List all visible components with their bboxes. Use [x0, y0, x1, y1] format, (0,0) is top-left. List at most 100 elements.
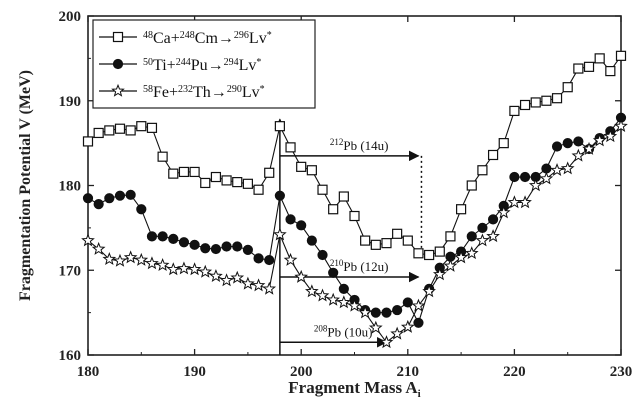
legend-label: 48Ca+248Cm→296Lv* — [143, 30, 272, 48]
data-point — [496, 205, 511, 219]
data-point — [178, 166, 190, 178]
data-point — [136, 204, 147, 215]
legend-label-text: Lv — [239, 57, 257, 74]
data-point — [487, 149, 499, 161]
data-point — [317, 184, 328, 195]
data-point — [114, 123, 126, 134]
data-point — [349, 210, 360, 222]
data-point — [112, 58, 124, 70]
annotation-label-text: Pb (12u) — [343, 259, 388, 274]
data-point — [242, 178, 253, 189]
data-point — [519, 171, 531, 183]
data-point — [306, 235, 317, 246]
data-point — [434, 246, 445, 257]
data-point — [528, 178, 543, 192]
axes: 180 190 200 210 220 230160170180190200Fragmen… — [17, 9, 632, 400]
legend-label-superscript: * — [267, 30, 272, 41]
data-point — [264, 254, 275, 266]
data-point — [296, 161, 307, 172]
data-point — [157, 151, 168, 162]
data-point — [550, 163, 564, 177]
data-point — [178, 237, 190, 248]
data-point — [328, 204, 339, 215]
legend-label-text: Pu→ — [191, 57, 224, 74]
data-point — [445, 231, 456, 242]
data-point — [464, 246, 479, 260]
legend-label-superscript: 248 — [180, 30, 195, 41]
data-point — [432, 267, 447, 281]
annotation-label: 208Pb (10u) — [314, 323, 373, 339]
data-point — [112, 31, 124, 43]
data-point — [486, 229, 500, 243]
data-point — [221, 175, 232, 186]
annotation-label-text: Pb (10u) — [327, 324, 372, 339]
data-point — [168, 233, 179, 244]
data-point — [102, 252, 117, 266]
data-point — [146, 122, 158, 133]
data-point — [443, 258, 458, 272]
y-tick-label: 160 — [59, 348, 82, 364]
data-point — [411, 298, 426, 312]
data-point — [466, 180, 477, 191]
x-tick-label: 230 — [610, 364, 633, 380]
data-point — [392, 228, 403, 239]
data-point — [413, 317, 424, 328]
data-point — [519, 99, 531, 111]
series-1 — [82, 50, 627, 261]
legend-label-superscript: 50 — [143, 57, 153, 68]
data-point — [560, 161, 575, 175]
annotation-label: 212Pb (14u) — [330, 137, 389, 153]
data-point — [507, 195, 522, 209]
data-point — [530, 97, 541, 108]
data-point — [177, 261, 191, 275]
data-point — [605, 65, 616, 77]
data-point — [498, 138, 509, 149]
data-point — [168, 168, 179, 179]
data-point — [81, 233, 95, 247]
data-point — [328, 267, 339, 278]
data-point — [551, 93, 563, 104]
x-tick-label: 220 — [503, 364, 526, 380]
data-point — [562, 138, 573, 149]
data-point — [571, 148, 586, 162]
data-point — [242, 244, 253, 256]
data-point — [82, 193, 94, 204]
data-point — [262, 281, 277, 295]
annotation-label-text: Pb (14u) — [343, 138, 388, 153]
data-point — [509, 105, 520, 117]
y-tick-label: 180 — [59, 179, 82, 195]
data-point — [379, 335, 394, 349]
data-point — [189, 166, 200, 178]
data-point — [305, 284, 319, 298]
data-point — [400, 319, 415, 333]
data-point — [381, 238, 392, 249]
data-point — [166, 262, 181, 276]
data-point — [136, 121, 147, 132]
data-point — [390, 326, 404, 340]
data-point — [253, 253, 264, 264]
plot-series — [81, 50, 628, 349]
data-point — [424, 249, 435, 261]
y-tick-label: 200 — [59, 9, 82, 25]
data-point — [487, 214, 499, 225]
legend-label-text: Lv — [249, 30, 267, 47]
data-point — [518, 195, 532, 209]
data-point — [315, 288, 330, 302]
legend-label-text: Th→ — [193, 84, 227, 101]
data-point — [338, 191, 349, 202]
data-point — [368, 320, 383, 334]
data-point — [125, 125, 136, 136]
series-line — [87, 125, 622, 344]
data-point — [273, 227, 287, 241]
data-point — [337, 295, 351, 309]
legend-label-superscript: 48 — [143, 30, 153, 41]
data-point — [125, 189, 136, 200]
legend-label-superscript: 296 — [234, 30, 249, 41]
y-tick-label: 190 — [59, 94, 82, 110]
data-point — [381, 307, 392, 318]
data-point — [82, 136, 94, 147]
data-point — [285, 214, 296, 225]
x-axis-label: Fragment Mass Ai — [288, 378, 420, 400]
data-point — [392, 304, 403, 316]
